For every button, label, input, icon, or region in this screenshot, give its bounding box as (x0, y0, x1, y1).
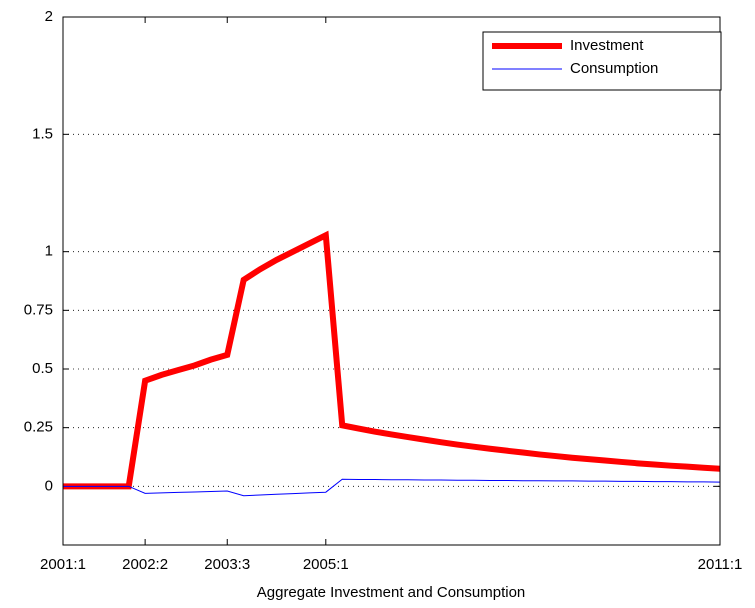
y-tick-label: 0.5 (32, 360, 53, 377)
series-line (63, 478, 721, 497)
x-tick-label: 2011:1 (698, 556, 743, 573)
y-tick-label: 0.25 (24, 419, 53, 436)
y-tick-label: 0.75 (24, 301, 53, 318)
x-tick-label: 2001:1 (40, 556, 86, 573)
legend-label: Consumption (570, 60, 658, 77)
y-tick-label: 0 (45, 477, 53, 494)
series-line (63, 230, 721, 490)
x-tick-label: 2003:3 (204, 556, 250, 573)
legend-box (482, 31, 722, 91)
y-tick-label: 1 (45, 243, 53, 260)
y-tick-label: 2 (45, 8, 53, 25)
x-tick-label: 2005:1 (303, 556, 349, 573)
legend-label: Investment (570, 37, 644, 54)
x-axis-label: Aggregate Investment and Consumption (257, 584, 526, 601)
x-tick-label: 2002:2 (122, 556, 168, 573)
plot-frame (62, 16, 721, 546)
y-tick-label: 1.5 (32, 125, 53, 142)
